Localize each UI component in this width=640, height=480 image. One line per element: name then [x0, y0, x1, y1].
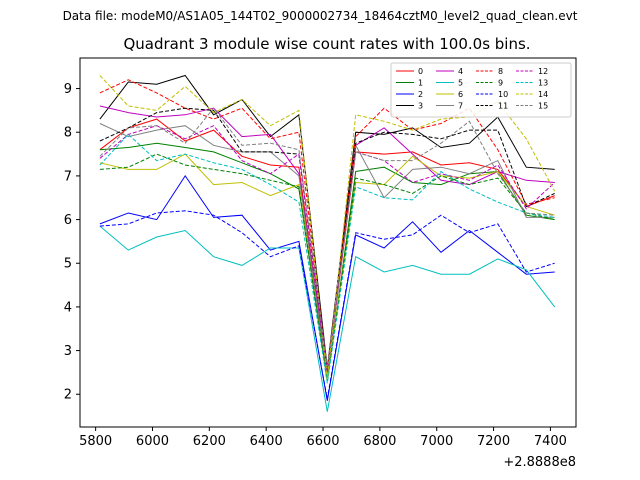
- y-axis: 2 3 4 5 6 7 8 9: [64, 82, 80, 403]
- legend-label-2: 2: [418, 90, 423, 99]
- x-tick-label: 7400: [534, 434, 567, 449]
- y-tick-label: 8: [64, 126, 72, 141]
- y-tick-label: 4: [64, 300, 72, 315]
- legend-label-15: 15: [538, 102, 548, 111]
- x-tick-label: 6800: [363, 434, 396, 449]
- legend-label-3: 3: [418, 102, 423, 111]
- x-tick-label: 7200: [477, 434, 510, 449]
- legend-label-1: 1: [418, 79, 423, 88]
- legend-label-14: 14: [538, 90, 548, 99]
- x-axis: 5800 6000 6200 6400 6600 6800 7000 7200 7400: [79, 427, 567, 449]
- plot-series-group: [99, 74, 556, 412]
- series-line-2: [99, 175, 555, 401]
- legend-label-7: 7: [458, 102, 463, 111]
- legend-label-12: 12: [538, 67, 548, 76]
- legend-label-13: 13: [538, 79, 548, 88]
- legend-label-0: 0: [418, 67, 423, 76]
- chart-title: Quadrant 3 module wise count rates with …: [123, 35, 530, 53]
- x-tick-label: 7000: [420, 434, 453, 449]
- plot-frame: [79, 57, 577, 428]
- legend-label-5: 5: [458, 79, 463, 88]
- x-offset-label: +2.8888e8: [503, 455, 576, 470]
- x-tick-label: 6000: [136, 434, 169, 449]
- series-line-10: [99, 210, 555, 399]
- y-tick-label: 5: [64, 257, 72, 272]
- legend-box: [390, 62, 572, 118]
- series-line-15: [99, 107, 555, 369]
- series-line-8: [99, 79, 555, 371]
- series-line-5: [99, 225, 556, 412]
- legend-label-6: 6: [458, 90, 463, 99]
- y-tick-label: 6: [64, 213, 72, 228]
- legend-label-4: 4: [458, 67, 463, 76]
- x-tick-label: 6400: [250, 434, 283, 449]
- legend-label-9: 9: [498, 79, 503, 88]
- x-tick-label: 5800: [79, 434, 112, 449]
- y-tick-label: 2: [64, 388, 72, 403]
- series-line-12: [99, 125, 556, 373]
- series-line-13: [99, 133, 555, 384]
- y-tick-label: 3: [64, 344, 72, 359]
- y-tick-label: 9: [64, 82, 72, 97]
- figure-suptitle: Data file: modeM0/AS1A05_144T02_90000027…: [63, 9, 578, 23]
- y-tick-label: 7: [64, 169, 72, 184]
- x-tick-label: 6600: [306, 434, 339, 449]
- legend-label-8: 8: [498, 67, 503, 76]
- legend-label-10: 10: [498, 90, 508, 99]
- legend-label-11: 11: [498, 102, 508, 111]
- x-tick-label: 6200: [193, 434, 226, 449]
